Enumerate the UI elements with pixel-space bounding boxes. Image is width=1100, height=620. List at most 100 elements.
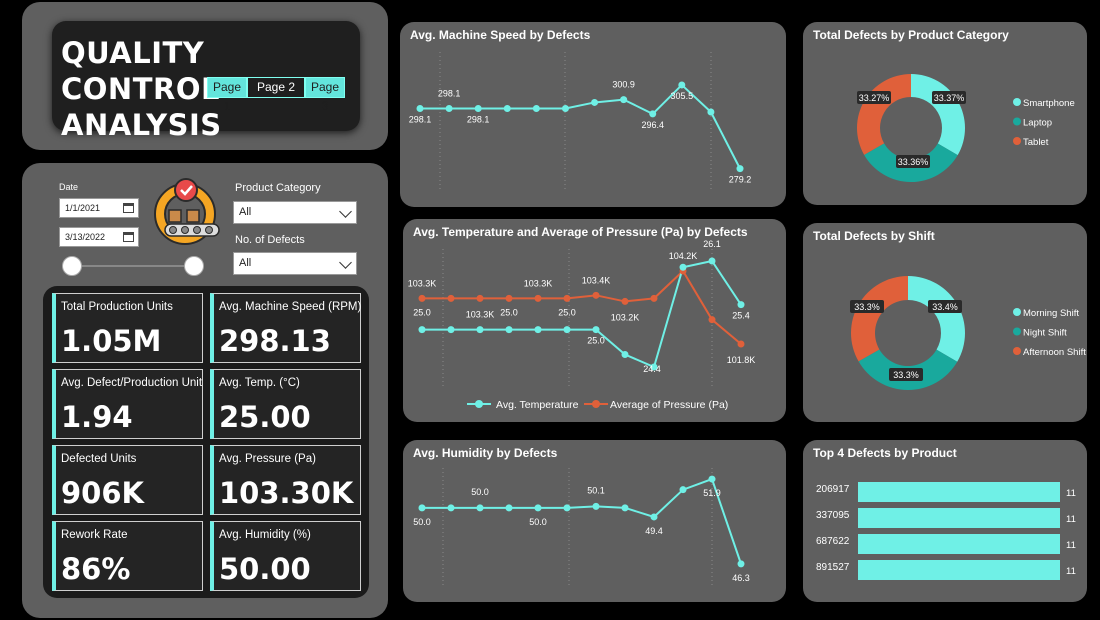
kpi-value: 25.00 bbox=[219, 400, 311, 434]
legend-pressure-label: Average of Pressure (Pa) bbox=[610, 399, 728, 411]
kpi-card: Avg. Defect/Production Unit 1.94 bbox=[52, 369, 203, 439]
chevron-down-icon bbox=[339, 205, 352, 218]
speed-chart-title: Avg. Machine Speed by Defects bbox=[410, 28, 591, 42]
calendar-icon bbox=[123, 203, 134, 213]
pressure-data-point bbox=[737, 340, 745, 348]
temperature-data-point bbox=[679, 263, 687, 271]
speed-data-label: 305.5 bbox=[671, 91, 694, 101]
kpi-label: Avg. Humidity (%) bbox=[219, 529, 311, 541]
date-start-input[interactable]: 1/1/2021 bbox=[59, 198, 139, 218]
shift-donut-chart[interactable]: 33.4% 33.3% 33.3% Morning Shift Night Shift A… bbox=[803, 223, 1087, 422]
humidity-data-label: 50.1 bbox=[587, 485, 605, 495]
defects-dropdown[interactable]: All bbox=[233, 252, 357, 275]
product-category-dropdown[interactable]: All bbox=[233, 201, 357, 224]
kpi-value: 1.05M bbox=[61, 324, 162, 358]
pressure-data-point bbox=[563, 294, 571, 302]
temperature-data-label: 25.0 bbox=[587, 336, 605, 346]
legend-label: Morning Shift bbox=[1023, 308, 1079, 319]
donut-slice bbox=[851, 276, 908, 362]
temperature-data-point bbox=[592, 326, 600, 334]
product-category-value: All bbox=[239, 206, 252, 218]
page-2-button[interactable]: Page 2 bbox=[247, 77, 305, 98]
speed-data-label: 298.1 bbox=[438, 89, 461, 99]
page-title: QUALITY CONTROL ANALYSIS bbox=[61, 35, 351, 143]
legend-temperature-label: Avg. Temperature bbox=[496, 399, 579, 411]
humidity-data-label: 50.0 bbox=[413, 517, 431, 527]
donut-slice bbox=[911, 74, 965, 156]
legend-temperature-marker bbox=[475, 400, 483, 408]
kpi-card: Avg. Humidity (%) 50.00 bbox=[210, 521, 361, 591]
filter-panel: Date 1/1/2021 3/13/2022 Product Category bbox=[22, 163, 388, 618]
date-end-input[interactable]: 3/13/2022 bbox=[59, 227, 139, 247]
shift-chart-title: Total Defects by Shift bbox=[813, 229, 935, 243]
speed-data-label: 298.1 bbox=[467, 115, 490, 125]
temperature-data-label: 25.4 bbox=[732, 311, 750, 321]
top-defects-panel: Top 4 Defects by Product 206917 11 337095 1… bbox=[803, 440, 1087, 602]
kpi-value: 906K bbox=[61, 476, 145, 510]
kpi-label: Rework Rate bbox=[61, 529, 128, 541]
speed-chart-panel: Avg. Machine Speed by Defects 298.1 298.1… bbox=[400, 22, 786, 207]
humidity-data-point bbox=[737, 560, 745, 568]
temperature-series-line bbox=[422, 259, 742, 369]
speed-data-point bbox=[707, 108, 715, 116]
donut-data-label: 33.3% bbox=[854, 302, 880, 312]
donut-label-background bbox=[857, 91, 891, 104]
temperature-data-point bbox=[650, 363, 658, 371]
title-panel: QUALITY CONTROL ANALYSIS Page 1 Page 2 P… bbox=[22, 2, 388, 150]
temperature-data-point bbox=[737, 301, 745, 309]
date-slider-track[interactable] bbox=[72, 265, 194, 267]
pressure-data-point bbox=[418, 294, 426, 302]
temp-pressure-line-chart[interactable]: 103.3K 103.3K 103.3K 103.4K 103.2K 104.2K 101.… bbox=[403, 219, 786, 422]
top-defects-bar-chart[interactable]: 206917 11 337095 11 687622 11 891527 11 bbox=[803, 440, 1087, 602]
donut-label-background bbox=[932, 91, 966, 104]
speed-data-point bbox=[736, 165, 744, 173]
legend-marker bbox=[1013, 98, 1021, 106]
speed-data-point bbox=[561, 105, 569, 112]
date-end-value: 3/13/2022 bbox=[65, 232, 106, 242]
speed-data-point bbox=[532, 105, 540, 112]
temperature-data-label: 26.1 bbox=[703, 239, 721, 249]
kpi-label: Avg. Defect/Production Unit bbox=[61, 377, 203, 389]
humidity-data-point bbox=[563, 504, 571, 512]
date-slider-start-handle[interactable] bbox=[62, 256, 82, 276]
defects-value: All bbox=[239, 257, 252, 269]
kpi-label: Avg. Machine Speed (RPM) bbox=[219, 301, 362, 313]
humidity-data-point bbox=[447, 504, 455, 512]
speed-line-chart[interactable]: 298.1 298.1 298.1 300.9 296.4 305.5 279.2 bbox=[400, 22, 786, 207]
legend-label: Laptop bbox=[1023, 118, 1052, 129]
category-donut-panel: Total Defects by Product Category 33.37%… bbox=[803, 22, 1087, 205]
bar bbox=[858, 534, 1060, 554]
bar-value-label: 11 bbox=[1066, 514, 1076, 525]
legend-marker bbox=[1013, 308, 1021, 316]
speed-data-point bbox=[474, 105, 482, 112]
bar-value-label: 11 bbox=[1066, 540, 1076, 551]
speed-data-label: 298.1 bbox=[409, 115, 432, 125]
page-3-button[interactable]: Page 3 bbox=[305, 77, 345, 113]
donut-label-background bbox=[896, 155, 930, 168]
legend-marker bbox=[1013, 327, 1021, 336]
date-slider-end-handle[interactable] bbox=[184, 256, 204, 276]
bar-value-label: 11 bbox=[1066, 488, 1076, 499]
humidity-line-chart[interactable]: 50.0 50.0 50.0 50.1 49.4 51.9 46.3 bbox=[403, 440, 786, 602]
kpi-value: 298.13 bbox=[219, 324, 331, 358]
speed-data-point bbox=[445, 105, 453, 112]
bar-value-label: 11 bbox=[1066, 566, 1076, 577]
temperature-data-point bbox=[418, 326, 426, 334]
speed-data-point bbox=[620, 96, 628, 104]
category-donut-chart[interactable]: 33.37% 33.36% 33.27% Smartphone Laptop Tablet bbox=[803, 22, 1087, 205]
temperature-data-point bbox=[621, 351, 629, 359]
category-chart-title: Total Defects by Product Category bbox=[813, 28, 1009, 42]
humidity-data-label: 51.9 bbox=[703, 488, 721, 498]
temperature-data-label: 24.4 bbox=[643, 364, 661, 374]
humidity-chart-title: Avg. Humidity by Defects bbox=[413, 446, 558, 460]
pressure-data-label: 103.3K bbox=[466, 309, 495, 319]
humidity-series-line bbox=[422, 477, 742, 565]
page-navigation: Page 1 Page 2 Page 3 bbox=[207, 77, 345, 113]
legend-marker bbox=[1013, 117, 1021, 126]
speed-data-point bbox=[678, 81, 686, 89]
page-1-button[interactable]: Page 1 bbox=[207, 77, 247, 113]
kpi-label: Defected Units bbox=[61, 453, 137, 465]
temperature-data-label: 25.0 bbox=[500, 308, 518, 318]
calendar-icon bbox=[123, 232, 134, 242]
humidity-data-point bbox=[476, 504, 484, 512]
